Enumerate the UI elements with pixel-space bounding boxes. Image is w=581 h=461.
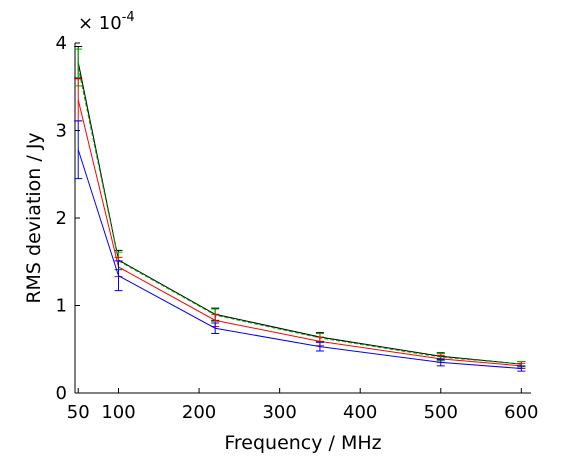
y-tick-label: 4 [56, 33, 67, 54]
x-tick-label: 50 [67, 402, 90, 423]
y-ticks: 0 1 2 3 4 [56, 33, 80, 404]
series-3 [74, 120, 526, 372]
series-line [77, 149, 522, 369]
x-tick-label: 200 [182, 402, 216, 423]
y-tick-label: 3 [56, 121, 67, 142]
x-tick-label: 500 [424, 402, 458, 423]
series-layer [74, 46, 526, 372]
scale-factor-base: × 10 [78, 13, 122, 34]
y-axis-label: RMS deviation / Jy [23, 132, 45, 303]
series-line [77, 99, 522, 367]
x-tick-label: 600 [504, 402, 538, 423]
y-tick-label: 1 [56, 296, 67, 317]
scale-factor-exponent: -4 [122, 10, 135, 25]
series-line [77, 67, 522, 365]
x-tick-label: 300 [262, 402, 296, 423]
series-1 [74, 48, 526, 368]
series-2 [74, 78, 526, 369]
series-0 [74, 46, 526, 368]
series-line [77, 62, 522, 365]
scale-factor-label: × 10-4 [78, 10, 135, 34]
plot-area: 50 100 200 300 400 500 600 0 1 2 3 4 [56, 33, 539, 423]
y-tick-label: 0 [56, 383, 67, 404]
x-tick-label: 100 [101, 402, 135, 423]
x-tick-label: 400 [343, 402, 377, 423]
y-tick-label: 2 [56, 208, 67, 229]
x-axis-label: Frequency / MHz [224, 432, 381, 454]
x-ticks: 50 100 200 300 400 500 600 [67, 388, 539, 423]
